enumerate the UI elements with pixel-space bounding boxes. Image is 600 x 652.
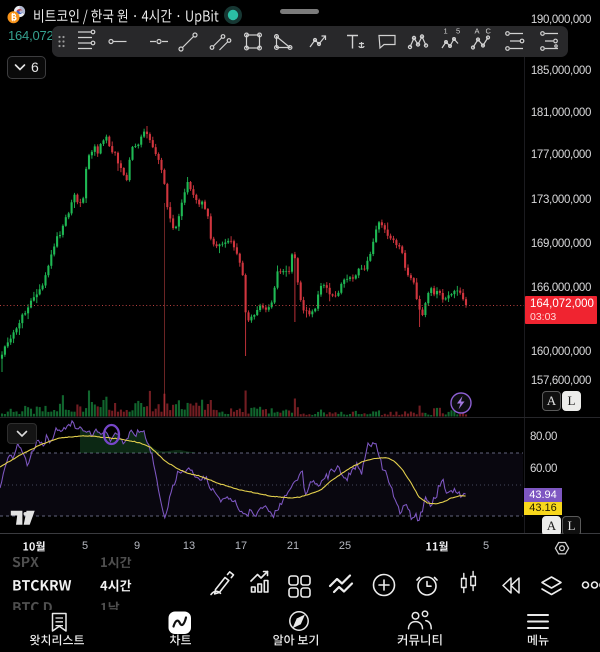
svg-text:A: A (475, 27, 480, 36)
svg-text:C: C (486, 27, 492, 36)
svg-text:5: 5 (456, 27, 460, 36)
svg-text:1: 1 (444, 27, 448, 36)
